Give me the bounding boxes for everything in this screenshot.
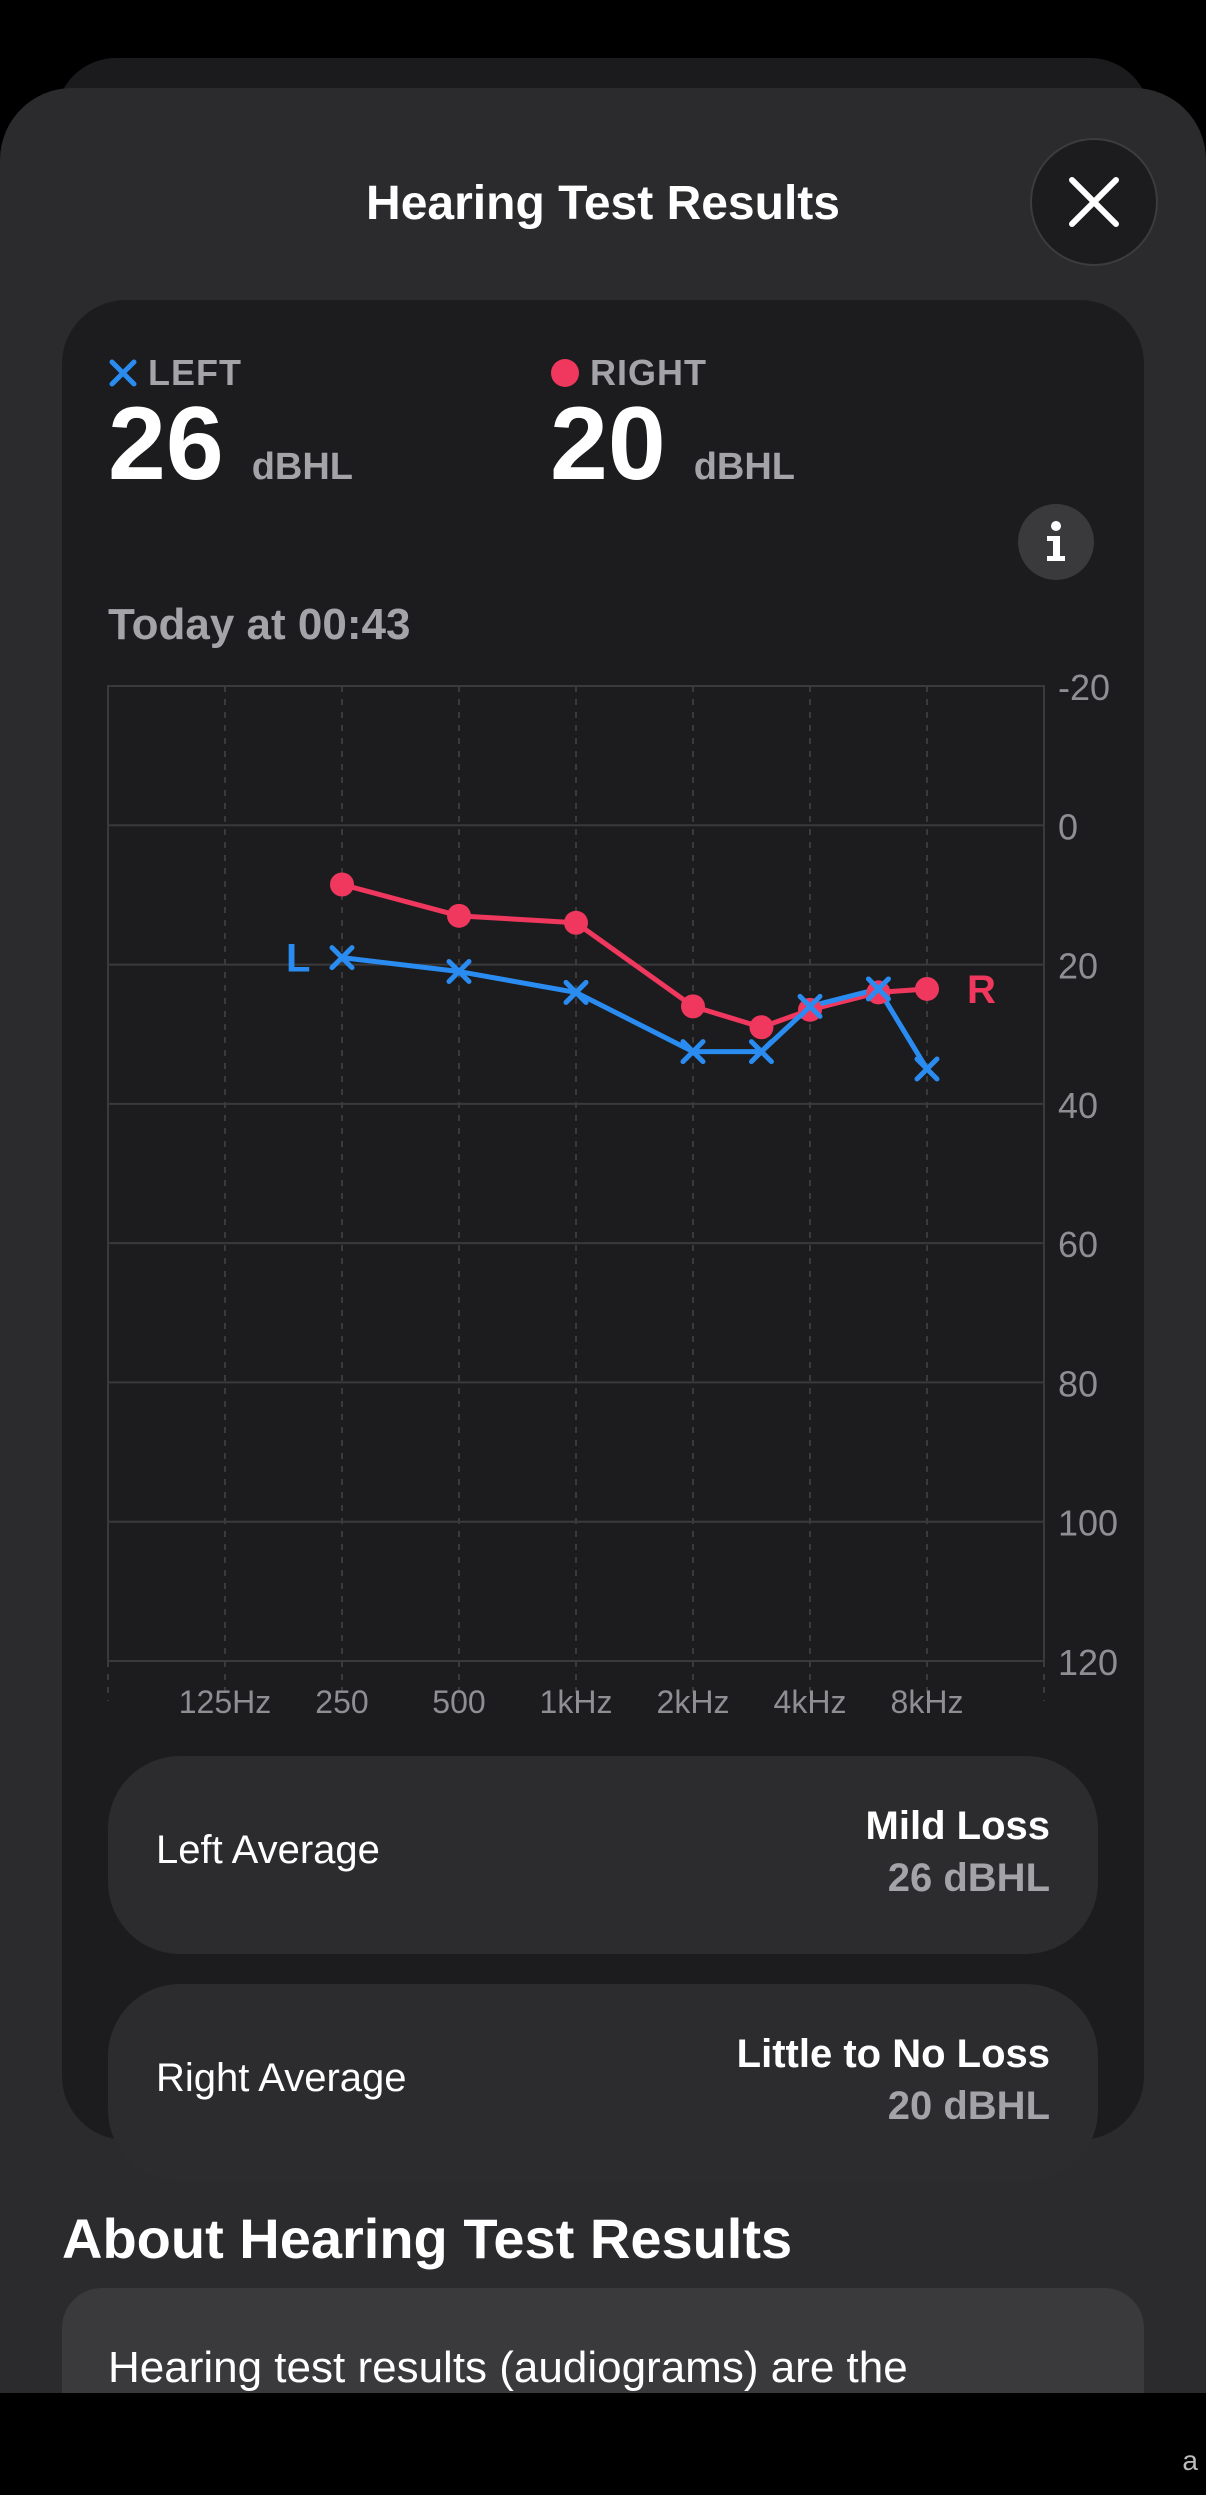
right-data-point xyxy=(564,910,588,935)
y-tick-label: 60 xyxy=(1058,1224,1098,1265)
audiogram-chart: -20 0 20 40 60 80 100 120 125Hz 250 500 1kHz 2kHz 4kH… xyxy=(107,667,1118,1720)
left-average-row[interactable]: Left Average Mild Loss 26 dBHL xyxy=(108,1756,1098,1954)
close-button[interactable] xyxy=(1030,138,1158,266)
left-ear-value: 26 dBHL xyxy=(108,392,353,496)
right-ear-value: 20 dBHL xyxy=(550,392,795,496)
x-tick-label: 8kHz xyxy=(891,1684,964,1720)
about-body-text: Hearing test results (audiograms) are th… xyxy=(108,2343,908,2392)
about-card: Hearing test results (audiograms) are th… xyxy=(62,2288,1144,2393)
left-data-point xyxy=(865,976,891,1002)
y-tick-label: -20 xyxy=(1058,667,1110,708)
y-tick-label: 80 xyxy=(1058,1363,1098,1404)
x-tick-label: 1kHz xyxy=(540,1684,613,1720)
right-average-row[interactable]: Right Average Little to No Loss 20 dBHL xyxy=(108,1984,1098,2182)
y-tick-label: 100 xyxy=(1058,1503,1118,1544)
left-data-point xyxy=(797,993,823,1019)
right-average-label: Right Average xyxy=(156,2056,407,2100)
x-tick-label: 250 xyxy=(315,1684,368,1720)
right-value-unit: dBHL xyxy=(693,446,795,488)
left-average-value: 26 dBHL xyxy=(887,1856,1050,1900)
left-data-point xyxy=(329,945,355,971)
left-value-number: 26 xyxy=(108,386,224,502)
results-sheet: Hearing Test Results LEFT 26 dBHL RIGHT … xyxy=(0,88,1206,2393)
left-data-point xyxy=(563,979,589,1005)
y-tick-label: 0 xyxy=(1058,806,1078,847)
right-data-point xyxy=(447,903,471,928)
right-data-point xyxy=(681,994,705,1019)
right-series-label: R xyxy=(967,968,996,1012)
x-tick-label: 2kHz xyxy=(657,1684,730,1720)
x-tick-label: 125Hz xyxy=(179,1684,272,1720)
corner-glyph: a xyxy=(1182,2445,1198,2476)
right-average-classification: Little to No Loss xyxy=(736,2032,1050,2076)
left-average-classification: Mild Loss xyxy=(865,1804,1050,1848)
x-tick-label: 4kHz xyxy=(774,1684,847,1720)
left-ear-label: LEFT xyxy=(148,352,242,393)
right-data-point xyxy=(749,1015,774,1040)
x-tick-label: 500 xyxy=(432,1684,485,1720)
info-icon xyxy=(1047,521,1065,561)
circle-marker-icon xyxy=(551,359,579,387)
y-tick-label: 40 xyxy=(1058,1085,1098,1126)
right-average-value: 20 dBHL xyxy=(887,2084,1050,2128)
page-title: Hearing Test Results xyxy=(366,177,840,230)
left-data-point xyxy=(680,1039,706,1065)
left-data-point xyxy=(748,1039,774,1065)
left-series-label: L xyxy=(286,937,310,981)
left-value-unit: dBHL xyxy=(251,446,353,488)
right-value-number: 20 xyxy=(550,386,666,502)
right-data-point xyxy=(330,872,354,897)
left-average-label: Left Average xyxy=(156,1828,380,1872)
right-series-line xyxy=(339,881,930,1030)
left-data-point xyxy=(446,959,472,985)
left-series-line xyxy=(339,955,930,1072)
info-button[interactable] xyxy=(1018,504,1094,580)
about-section-title: About Hearing Test Results xyxy=(62,2207,793,2270)
test-timestamp: Today at 00:43 xyxy=(108,600,411,649)
left-data-point xyxy=(914,1056,940,1082)
right-ear-legend: RIGHT xyxy=(550,352,707,394)
right-ear-label: RIGHT xyxy=(590,352,707,393)
close-icon xyxy=(1069,177,1119,227)
x-marker-icon xyxy=(109,359,137,387)
y-tick-label: 20 xyxy=(1058,946,1098,987)
left-ear-legend: LEFT xyxy=(108,352,242,394)
y-tick-label: 120 xyxy=(1058,1642,1118,1683)
results-card: LEFT 26 dBHL RIGHT 20 dBHL Today at 00:4… xyxy=(62,300,1144,2182)
right-data-point xyxy=(915,976,939,1001)
